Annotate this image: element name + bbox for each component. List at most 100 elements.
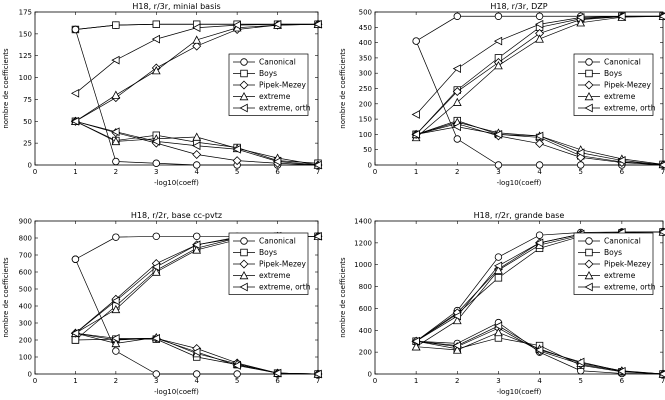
- x-tick-label: 1: [73, 377, 77, 385]
- y-tick-label: 200: [359, 100, 372, 108]
- x-tick-label: 3: [496, 168, 500, 176]
- data-point: [535, 231, 544, 239]
- y-tick-label: 0: [28, 371, 32, 379]
- data-point: [151, 262, 160, 272]
- data-point: [112, 21, 120, 29]
- data-point: [112, 233, 120, 241]
- y-tick-label: 400: [359, 39, 372, 47]
- data-point: [192, 35, 202, 44]
- data-point: [452, 97, 462, 106]
- data-point: [232, 361, 241, 370]
- data-point: [493, 321, 503, 331]
- data-point: [453, 12, 461, 20]
- data-point: [112, 157, 120, 166]
- y-tick-label: 400: [19, 303, 32, 311]
- data-point: [70, 328, 80, 338]
- x-tick-label: 6: [275, 168, 280, 176]
- data-point: [111, 338, 121, 348]
- y-axis-label: nombre de coefficients: [2, 48, 10, 129]
- data-point: [232, 144, 241, 154]
- x-tick-label: 3: [496, 377, 500, 385]
- data-point: [493, 261, 503, 271]
- data-point: [152, 159, 160, 167]
- legend-label: extreme: [259, 92, 291, 101]
- x-axis-label: -log10(coeff): [497, 179, 542, 187]
- legend-marker: [240, 248, 248, 257]
- data-point: [192, 23, 201, 33]
- legend-marker: [239, 80, 249, 90]
- data-point: [313, 19, 322, 29]
- data-point: [576, 13, 585, 22]
- x-tick-label: 0: [33, 377, 37, 385]
- series-decay-extreme-orth: [70, 116, 322, 170]
- y-tick-label: 0: [28, 162, 32, 170]
- data-point: [535, 139, 545, 149]
- data-point: [111, 333, 120, 343]
- data-point: [151, 66, 161, 75]
- data-point: [273, 157, 282, 166]
- x-tick-label: 5: [578, 168, 582, 176]
- chart-title: H18, r/2r, grande base: [474, 211, 565, 220]
- data-point: [452, 315, 462, 325]
- data-point: [535, 345, 544, 355]
- series-growth-extreme-orth: [411, 11, 665, 119]
- y-tick-label: 25: [23, 140, 32, 148]
- y-tick-label: 1400: [354, 218, 372, 226]
- y-tick-label: 800: [19, 235, 32, 243]
- y-axis-label: nombre de coefficients: [339, 48, 347, 129]
- chart-title: H18, r/2r, base cc-pvtz: [131, 211, 222, 220]
- data-point: [535, 19, 544, 29]
- y-tick-label: 450: [359, 24, 372, 32]
- data-point: [151, 267, 161, 276]
- data-point: [313, 369, 322, 379]
- legend-marker: [584, 80, 594, 90]
- legend-marker: [239, 91, 249, 101]
- data-point: [577, 161, 585, 169]
- legend-label: Boys: [259, 69, 277, 78]
- y-tick-label: 300: [359, 70, 372, 78]
- data-point: [192, 245, 202, 254]
- data-point: [658, 370, 665, 378]
- y-tick-label: 0: [368, 162, 372, 170]
- y-tick-label: 400: [359, 327, 372, 335]
- legend-marker: [239, 282, 248, 292]
- x-tick-label: 7: [316, 377, 320, 385]
- data-point: [576, 18, 586, 27]
- y-tick-label: 75: [23, 96, 32, 104]
- x-tick-label: 6: [620, 168, 625, 176]
- legend-marker: [585, 58, 593, 66]
- legend-label: extreme, orth: [259, 104, 311, 113]
- legend: Canonical Boys Pipek-Mezey extreme extreme, …: [573, 232, 656, 295]
- y-tick-label: 100: [19, 354, 32, 362]
- x-tick-label: 2: [114, 377, 118, 385]
- legend-marker: [585, 248, 593, 257]
- chart-panel-4: H18, r/2r, grande base 0 1 2 3 4 5 6 7 0 200 400 600…: [339, 211, 665, 396]
- data-point: [535, 238, 544, 248]
- data-point: [576, 357, 585, 367]
- data-point: [494, 60, 503, 70]
- plot-frame: [374, 220, 664, 375]
- chart-title: H18, r/3r, minial basis: [132, 2, 220, 11]
- data-point: [494, 12, 503, 20]
- legend-label: extreme: [604, 92, 636, 101]
- data-point: [273, 368, 282, 378]
- data-point: [313, 160, 322, 170]
- x-tick-label: 0: [373, 168, 377, 176]
- y-tick-label: 600: [19, 269, 32, 277]
- data-point: [494, 274, 503, 282]
- data-point: [494, 327, 503, 337]
- legend-marker: [585, 237, 593, 245]
- legend-marker: [584, 103, 593, 113]
- legend-label: Canonical: [604, 237, 641, 246]
- data-point: [535, 34, 544, 43]
- legend-label: Pipek-Mezey: [259, 81, 307, 90]
- data-point: [192, 240, 201, 250]
- x-tick-label: 5: [235, 377, 239, 385]
- series-growth-extreme-orth: [70, 19, 322, 98]
- data-point: [192, 150, 202, 159]
- legend-label: Canonical: [259, 58, 296, 67]
- data-point: [111, 296, 120, 306]
- x-axis-label: -log10(coeff): [497, 388, 542, 396]
- data-point: [452, 345, 462, 354]
- data-point: [193, 161, 201, 169]
